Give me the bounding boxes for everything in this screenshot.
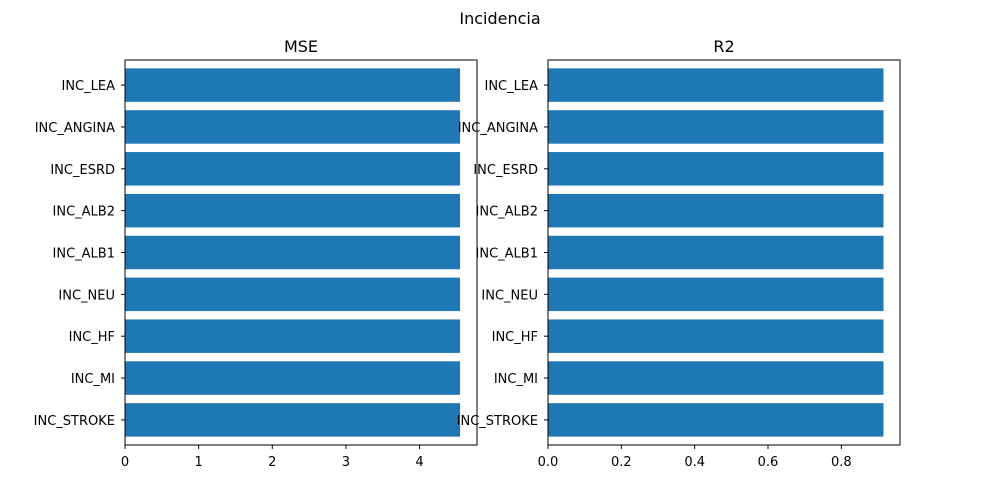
bar-inc-lea <box>125 68 461 102</box>
panel-title: MSE <box>284 37 318 56</box>
bar-inc-alb2 <box>548 193 884 228</box>
y-tick-label: INC_MI <box>494 372 538 387</box>
bar-inc-neu <box>548 277 884 312</box>
bar-inc-alb2 <box>125 193 461 228</box>
bar-inc-angina <box>548 110 884 144</box>
y-tick-label: INC_LEA <box>485 79 539 94</box>
x-tick-label: 3 <box>342 455 350 470</box>
y-tick-label: INC_ESRD <box>473 163 538 178</box>
x-tick-label: 0.4 <box>684 455 705 470</box>
x-tick-label: 2 <box>268 455 276 470</box>
bar-inc-esrd <box>125 152 461 186</box>
figure-title: Incidencia <box>459 9 540 28</box>
x-tick-label: 0.8 <box>831 455 852 470</box>
y-tick-label: INC_STROKE <box>457 414 538 429</box>
bar-inc-mi <box>125 361 461 395</box>
x-tick-label: 1 <box>194 455 202 470</box>
y-tick-label: INC_ALB1 <box>53 247 115 262</box>
bar-inc-lea <box>548 68 884 102</box>
y-tick-label: INC_ANGINA <box>35 121 115 136</box>
bar-inc-hf <box>548 319 884 353</box>
y-tick-label: INC_STROKE <box>34 414 115 429</box>
bar-inc-esrd <box>548 152 884 186</box>
bar-inc-alb1 <box>125 235 461 270</box>
y-tick-label: INC_ANGINA <box>458 121 538 136</box>
x-tick-label: 0.2 <box>611 455 632 470</box>
bar-inc-neu <box>125 277 461 312</box>
y-tick-label: INC_ESRD <box>50 163 115 178</box>
x-tick-label: 0.6 <box>758 455 779 470</box>
x-tick-label: 4 <box>415 455 423 470</box>
y-tick-label: INC_LEA <box>62 79 116 94</box>
bar-inc-mi <box>548 361 884 395</box>
panel-r2: R2 INC_STROKE INC_MI INC_HF INC_NEU INC_ALB1… <box>457 37 901 470</box>
bar-inc-alb1 <box>548 235 884 270</box>
panel-title: R2 <box>713 37 734 56</box>
x-tick-label: 0 <box>121 455 129 470</box>
y-tick-label: INC_ALB2 <box>53 205 115 220</box>
y-tick-label: INC_HF <box>69 330 115 345</box>
y-tick-label: INC_ALB2 <box>476 205 538 220</box>
bar-inc-stroke <box>548 403 884 437</box>
y-tick-label: INC_HF <box>492 330 538 345</box>
bar-inc-hf <box>125 319 461 353</box>
y-tick-label: INC_MI <box>71 372 115 387</box>
bar-inc-stroke <box>125 403 461 437</box>
panel-mse: MSE INC_STROKE INC_MI INC_HF INC_NEU INC_ALB… <box>34 37 478 470</box>
y-tick-label: INC_NEU <box>481 288 538 303</box>
y-tick-label: INC_NEU <box>58 288 115 303</box>
x-tick-label: 0.0 <box>538 455 559 470</box>
bar-inc-angina <box>125 110 461 144</box>
y-tick-label: INC_ALB1 <box>476 247 538 262</box>
